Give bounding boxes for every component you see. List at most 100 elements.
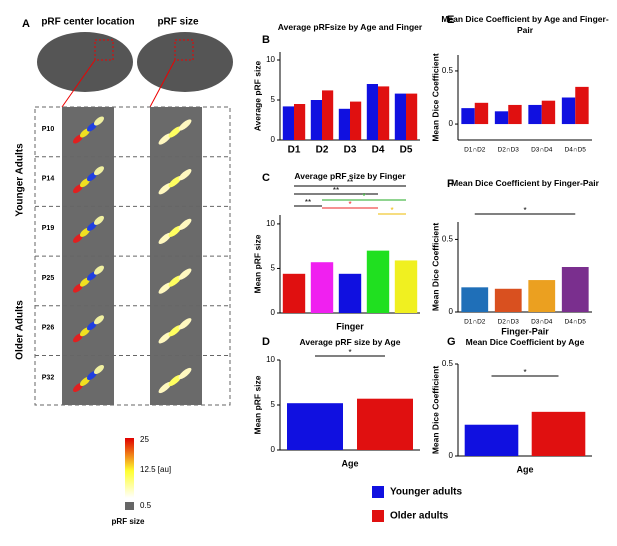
y-tick-label: 5 xyxy=(271,95,276,104)
bar xyxy=(350,101,362,140)
x-tick-label: D3∩D4 xyxy=(531,147,553,154)
significance-label: ** xyxy=(333,186,339,195)
bar xyxy=(394,93,406,140)
panel-label: E xyxy=(447,14,454,26)
y-tick-label: 0 xyxy=(449,451,454,460)
legend-label: Older adults xyxy=(390,511,449,522)
colorbar-label: 25 xyxy=(140,435,149,444)
significance-label: * xyxy=(348,348,351,357)
significance-label: * xyxy=(362,192,365,201)
activation xyxy=(178,268,192,280)
x-axis-label: Age xyxy=(516,464,533,474)
bar xyxy=(406,93,418,140)
bar xyxy=(338,273,362,313)
activation xyxy=(168,374,182,387)
x-tick-label: D2∩D3 xyxy=(498,147,520,154)
bar xyxy=(461,287,489,312)
bar xyxy=(528,104,542,125)
bar xyxy=(378,86,390,140)
y-tick-label: 0 xyxy=(271,308,276,317)
x-axis-label: Age xyxy=(341,458,358,468)
group-label: Younger Adults xyxy=(15,143,26,217)
bar xyxy=(322,90,334,140)
colorbar-null xyxy=(125,502,134,510)
x-tick-label: D4∩D5 xyxy=(565,319,587,326)
y-tick-label: 0 xyxy=(449,307,454,316)
x-tick-label: D1 xyxy=(288,145,301,156)
activation xyxy=(168,325,182,337)
x-tick-label: D2 xyxy=(316,145,329,156)
bar xyxy=(561,267,589,312)
chart-title: Mean Dice Coefficient by Age and Finger-… xyxy=(441,14,609,35)
panel-label: B xyxy=(262,34,270,46)
y-axis-label: Average pRF size xyxy=(252,60,262,131)
chart-title: Mean Dice Coefficient by Age xyxy=(465,337,585,347)
activation xyxy=(94,315,104,325)
bar xyxy=(461,108,475,125)
activation xyxy=(94,215,104,225)
activation xyxy=(178,367,192,380)
panel-label: F xyxy=(447,178,454,190)
x-tick-label: D4∩D5 xyxy=(565,147,587,154)
bar xyxy=(575,86,589,125)
legend-label: Younger adults xyxy=(390,487,462,498)
bar xyxy=(357,398,413,450)
significance-label: * xyxy=(348,200,351,209)
panel-label: G xyxy=(447,336,456,348)
bar xyxy=(310,100,322,140)
y-tick-label: 10 xyxy=(266,219,275,228)
y-tick-label: 10 xyxy=(266,55,275,64)
activation xyxy=(178,119,192,131)
x-axis-label: Finger xyxy=(336,321,364,331)
activation xyxy=(94,166,104,176)
significance-label: * xyxy=(523,206,526,215)
significance-label: ** xyxy=(305,198,311,207)
y-axis-label: Mean Dice Coefficient xyxy=(430,53,440,141)
row-label: P25 xyxy=(42,275,55,282)
significance-label: * xyxy=(523,368,526,377)
bar xyxy=(508,104,522,125)
group-label: Older Adults xyxy=(15,300,26,360)
bar xyxy=(366,250,390,313)
colorbar xyxy=(125,438,134,498)
bar xyxy=(531,411,586,456)
activation xyxy=(158,381,172,394)
bar xyxy=(282,106,294,140)
chart-title: Mean Dice Coefficient by Finger-Pair xyxy=(451,178,599,188)
bar xyxy=(310,262,334,313)
bar xyxy=(494,288,522,312)
bar xyxy=(541,100,556,125)
activation xyxy=(178,218,192,231)
y-tick-label: 5 xyxy=(271,264,276,273)
chart-title: Average pRF size by Age xyxy=(299,337,401,347)
activation xyxy=(158,332,172,344)
bar xyxy=(294,104,306,140)
bar xyxy=(494,111,509,125)
row-label: P32 xyxy=(42,374,55,381)
activation xyxy=(94,265,104,275)
panel-label: A xyxy=(22,18,30,30)
x-tick-label: D1∩D2 xyxy=(464,147,486,154)
activation xyxy=(158,282,172,294)
y-axis-label: Mean Dice Coefficient xyxy=(430,366,440,454)
x-axis-label: Finger-Pair xyxy=(501,326,549,336)
bar xyxy=(287,403,343,450)
significance-label: * xyxy=(390,206,393,215)
x-tick-label: D3 xyxy=(344,145,357,156)
bar xyxy=(464,424,519,456)
y-tick-label: 0.5 xyxy=(442,66,454,75)
column-title: pRF size xyxy=(157,17,199,28)
x-tick-label: D1∩D2 xyxy=(464,319,486,326)
bar xyxy=(338,108,350,140)
y-axis-label: Mean pRF size xyxy=(252,234,262,293)
colorbar-title: pRF size xyxy=(112,517,145,526)
colorbar-label: 12.5 [au] xyxy=(140,465,171,474)
y-axis-label: Mean Dice Coefficient xyxy=(430,223,440,311)
chart-title: Average pRFsize by Age and Finger xyxy=(277,22,423,32)
bar xyxy=(528,280,556,312)
activation xyxy=(158,232,172,245)
row-label: P14 xyxy=(42,176,55,183)
x-tick-label: D3∩D4 xyxy=(531,319,553,326)
colorbar-label: 0.5 xyxy=(140,501,152,510)
column-title: pRF center location xyxy=(41,17,134,28)
